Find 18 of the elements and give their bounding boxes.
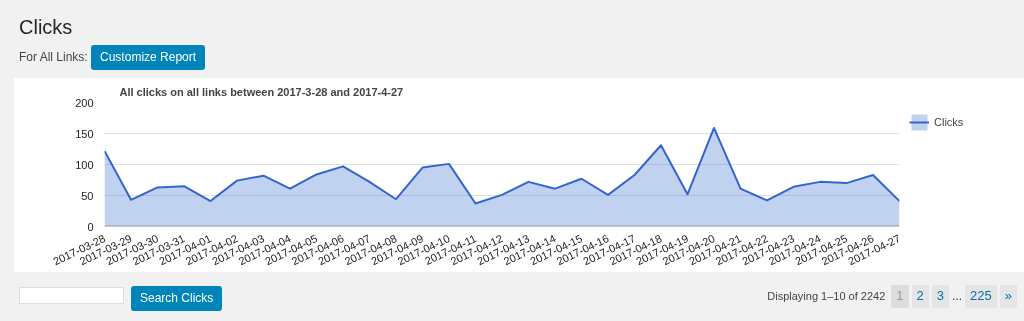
text: 225 <box>965 285 997 308</box>
y-tick-label: 50 <box>81 189 94 202</box>
y-tick-label: 150 <box>75 127 94 140</box>
legend-label: Clicks <box>934 116 964 128</box>
text: Search Clicks <box>131 286 223 312</box>
text: Customize Report <box>91 45 206 71</box>
text: ... <box>952 289 963 303</box>
text: 2 <box>911 285 929 308</box>
text: For All Links: <box>19 50 88 64</box>
y-tick-label: 0 <box>87 220 94 233</box>
text: 1 <box>891 285 909 308</box>
chart-title: All clicks on all links between 2017-3-28 and 2017-4-27 <box>119 85 404 98</box>
y-tick-label: 100 <box>75 158 94 171</box>
text: Displaying 1–10 of 2242 <box>767 290 886 302</box>
y-tick-label: 200 <box>75 96 94 109</box>
text: 3 <box>931 285 950 308</box>
text: Clicks <box>19 15 73 40</box>
text: » <box>999 285 1017 308</box>
